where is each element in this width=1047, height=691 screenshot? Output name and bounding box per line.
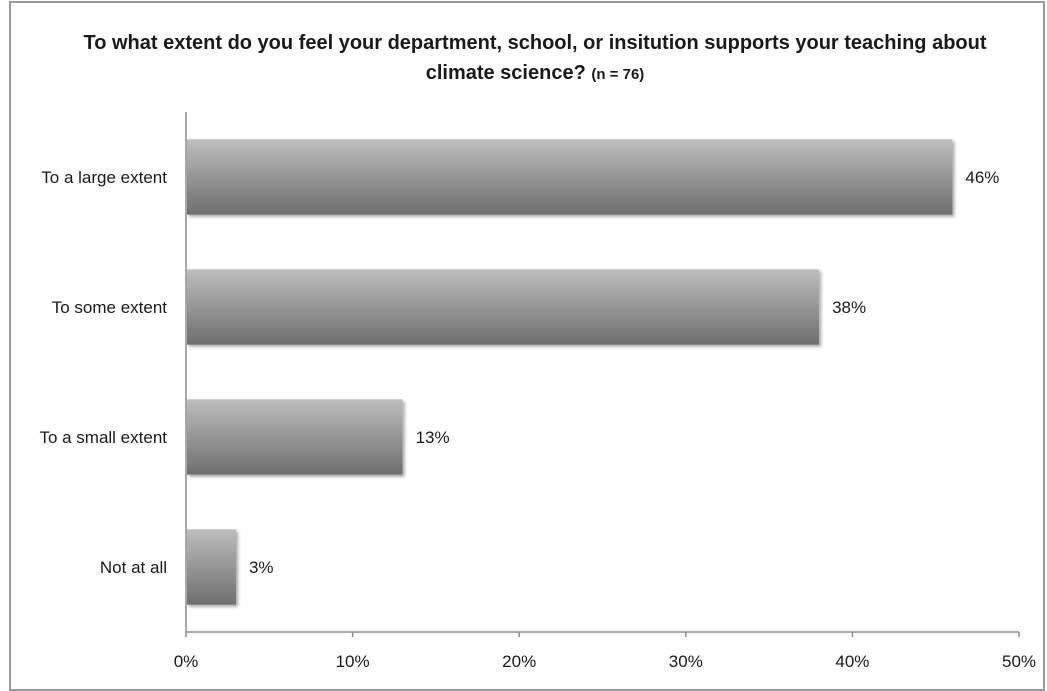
bar	[187, 139, 953, 215]
x-tick-label: 30%	[669, 652, 703, 671]
data-label: 38%	[832, 298, 866, 317]
bars-layer	[187, 139, 953, 605]
data-label: 46%	[965, 168, 999, 187]
chart-title-text: To what extent do you feel your departme…	[83, 32, 987, 84]
data-label: 3%	[249, 558, 274, 577]
labels-layer: To a large extent 46% To some extent 38% To …	[39, 168, 1036, 671]
category-label: To a large extent	[41, 168, 167, 187]
axes-layer	[185, 112, 1020, 637]
bar	[187, 269, 820, 345]
x-tick-label: 0%	[174, 652, 199, 671]
category-label: To a small extent	[39, 428, 167, 447]
data-label: 13%	[416, 428, 450, 447]
category-label: Not at all	[100, 558, 167, 577]
chart-title: To what extent do you feel your departme…	[60, 28, 1010, 90]
x-tick-label: 50%	[1002, 652, 1036, 671]
chart-frame	[9, 1, 1045, 691]
x-tick-label: 10%	[336, 652, 370, 671]
category-label: To some extent	[52, 298, 168, 317]
bar	[187, 399, 403, 475]
bar	[187, 529, 236, 605]
chart-title-note: (n = 76)	[591, 66, 645, 83]
x-tick-label: 40%	[835, 652, 869, 671]
x-tick-label: 20%	[502, 652, 536, 671]
